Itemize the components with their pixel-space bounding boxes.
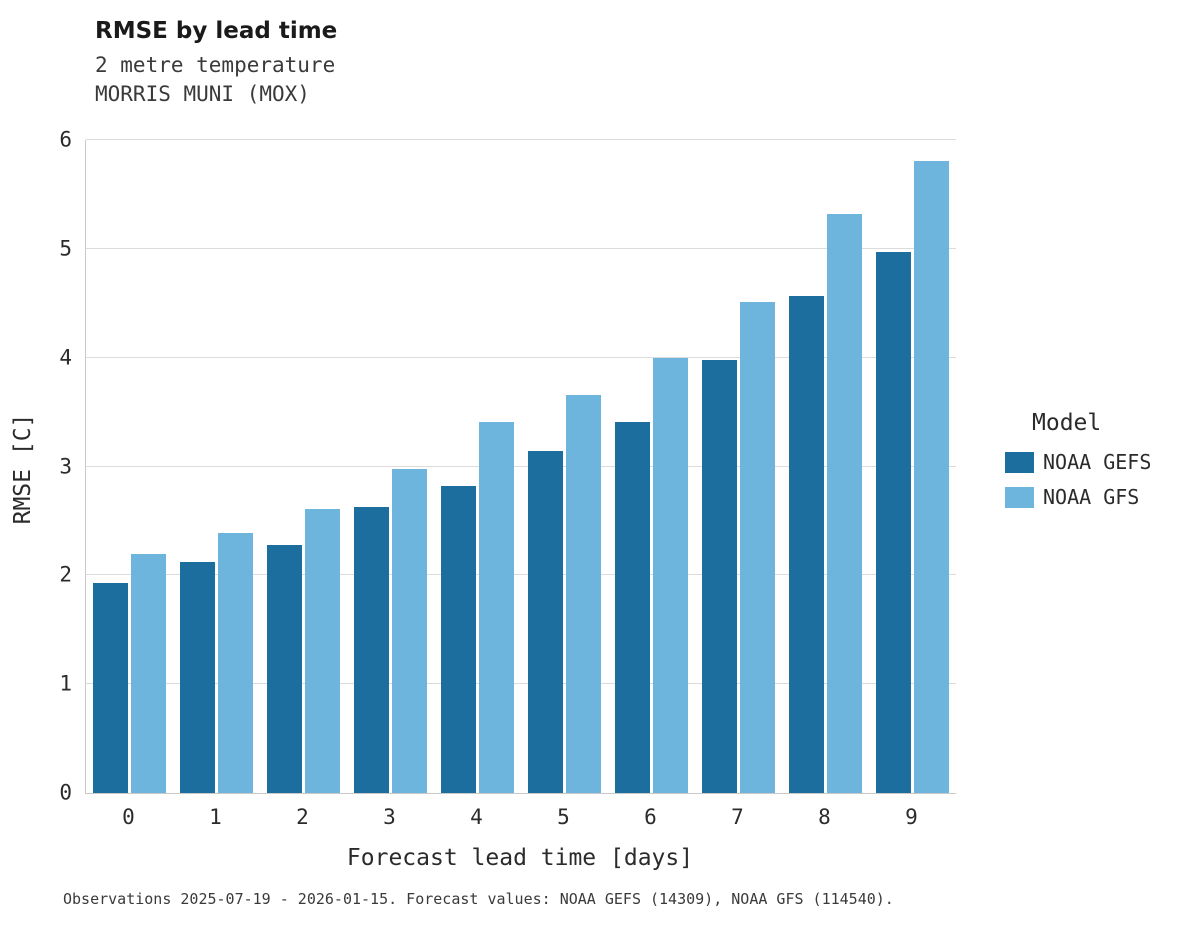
- x-tick-4: 4: [470, 805, 483, 829]
- bar-noaa-gfs-day-3: [392, 468, 427, 793]
- legend-swatch-gefs: [1005, 451, 1034, 473]
- bar-group-4: [434, 140, 521, 793]
- bar-group-7: [695, 140, 782, 793]
- gridline-y-6: [86, 139, 956, 140]
- y-tick-1: 1: [59, 671, 72, 696]
- bar-group-1: [173, 140, 260, 793]
- bar-group-3: [347, 140, 434, 793]
- bar-noaa-gfs-day-0: [131, 553, 166, 793]
- bar-noaa-gfs-day-8: [827, 214, 862, 793]
- bar-noaa-gefs-day-8: [789, 295, 824, 793]
- x-tick-6: 6: [644, 805, 657, 829]
- bar-group-9: [869, 140, 956, 793]
- gridline-y-2: [86, 574, 956, 576]
- chart-subtitle-station: MORRIS MUNI (MOX): [95, 82, 310, 106]
- bar-noaa-gefs-day-5: [528, 451, 563, 793]
- x-tick-5: 5: [557, 805, 570, 829]
- x-axis-title: Forecast lead time [days]: [346, 845, 694, 871]
- chart-title: RMSE by lead time: [95, 18, 338, 44]
- caption: Observations 2025-07-19 - 2026-01-15. Fo…: [63, 890, 894, 908]
- bar-noaa-gfs-day-6: [653, 357, 688, 793]
- bar-noaa-gefs-day-1: [180, 562, 215, 793]
- x-tick-7: 7: [731, 805, 744, 829]
- bar-noaa-gefs-day-2: [267, 544, 302, 793]
- x-tick-0: 0: [122, 805, 135, 829]
- bar-group-0: [86, 140, 173, 793]
- bar-noaa-gfs-day-2: [305, 508, 340, 793]
- x-tick-3: 3: [383, 805, 396, 829]
- legend-entry-gefs: NOAA GEFS: [1005, 450, 1190, 474]
- x-axis-tick-labels: 0 1 2 3 4 5 6 7 8 9: [85, 805, 955, 835]
- legend: Model NOAA GEFS NOAA GFS: [1005, 410, 1190, 520]
- bar-group-6: [608, 140, 695, 793]
- y-tick-6: 6: [59, 127, 72, 152]
- gridline-y-5: [86, 247, 956, 249]
- x-tick-9: 9: [905, 805, 918, 829]
- y-tick-2: 2: [59, 562, 72, 587]
- y-tick-5: 5: [59, 236, 72, 261]
- bar-noaa-gfs-day-7: [740, 302, 775, 793]
- bar-group-8: [782, 140, 869, 793]
- bar-noaa-gefs-day-6: [615, 421, 650, 793]
- bar-noaa-gefs-day-0: [93, 582, 128, 793]
- legend-entry-gfs: NOAA GFS: [1005, 485, 1190, 509]
- gridline-y-1: [86, 683, 956, 685]
- gridline-y-3: [86, 465, 956, 467]
- bar-noaa-gfs-day-4: [479, 421, 514, 793]
- gridline-y-4: [86, 356, 956, 358]
- bar-group-2: [260, 140, 347, 793]
- legend-label-gefs: NOAA GEFS: [1043, 450, 1152, 474]
- bar-noaa-gefs-day-3: [354, 506, 389, 793]
- bar-noaa-gfs-day-1: [218, 532, 253, 793]
- x-tick-2: 2: [296, 805, 309, 829]
- chart-subtitle-variable: 2 metre temperature: [95, 53, 336, 77]
- bar-noaa-gfs-day-9: [914, 160, 949, 793]
- bar-noaa-gefs-day-9: [876, 252, 911, 793]
- y-tick-0: 0: [59, 780, 72, 805]
- x-tick-1: 1: [209, 805, 222, 829]
- legend-title: Model: [1032, 410, 1102, 436]
- plot-area: [85, 139, 956, 794]
- bar-group-5: [521, 140, 608, 793]
- x-tick-8: 8: [818, 805, 831, 829]
- bar-noaa-gefs-day-4: [441, 486, 476, 793]
- legend-swatch-gfs: [1005, 486, 1034, 508]
- bar-noaa-gfs-day-5: [566, 394, 601, 793]
- y-axis-tick-labels: 0 1 2 3 4 5 6: [0, 129, 72, 803]
- y-tick-4: 4: [59, 345, 72, 370]
- legend-label-gfs: NOAA GFS: [1043, 485, 1140, 509]
- bar-noaa-gefs-day-7: [702, 359, 737, 793]
- y-tick-3: 3: [59, 454, 72, 478]
